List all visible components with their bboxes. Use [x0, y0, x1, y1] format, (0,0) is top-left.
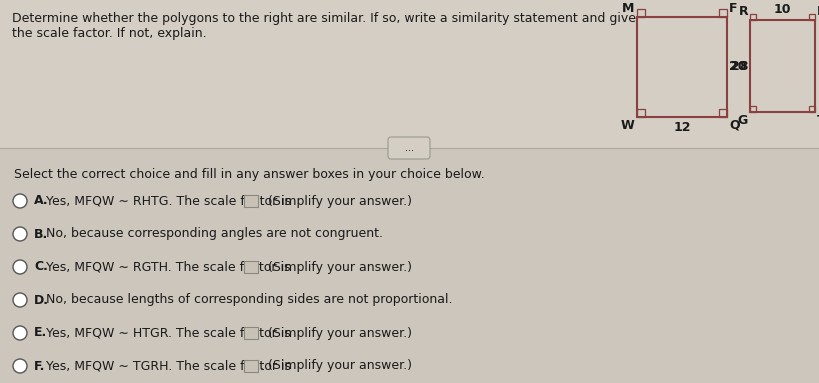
- Bar: [809, 14, 815, 20]
- Circle shape: [13, 260, 27, 274]
- Bar: [0, 0, 819, 148]
- Text: W: W: [620, 119, 634, 132]
- Bar: [750, 20, 815, 112]
- Text: H: H: [817, 5, 819, 18]
- Text: Yes, MFQW ∼ TGRH. The scale factor is: Yes, MFQW ∼ TGRH. The scale factor is: [46, 360, 291, 373]
- Text: . (Simplify your answer.): . (Simplify your answer.): [260, 360, 412, 373]
- Circle shape: [13, 194, 27, 208]
- Text: C.: C.: [34, 260, 48, 273]
- Bar: [719, 109, 727, 117]
- Bar: [244, 327, 258, 339]
- Text: . (Simplify your answer.): . (Simplify your answer.): [260, 260, 412, 273]
- Text: No, because corresponding angles are not congruent.: No, because corresponding angles are not…: [46, 228, 383, 241]
- Text: ...: ...: [405, 143, 414, 153]
- Text: F.: F.: [34, 360, 45, 373]
- Text: 10: 10: [774, 3, 791, 16]
- Text: M: M: [622, 2, 634, 15]
- Text: Select the correct choice and fill in any answer boxes in your choice below.: Select the correct choice and fill in an…: [14, 168, 485, 181]
- Bar: [0, 148, 819, 383]
- Bar: [809, 106, 815, 112]
- Circle shape: [13, 293, 27, 307]
- Bar: [244, 261, 258, 273]
- Text: B.: B.: [34, 228, 48, 241]
- Text: D.: D.: [34, 293, 49, 306]
- Text: No, because lengths of corresponding sides are not proportional.: No, because lengths of corresponding sid…: [46, 293, 453, 306]
- Text: Q: Q: [729, 119, 740, 132]
- Text: Determine whether the polygons to the right are similar. If so, write a similari: Determine whether the polygons to the ri…: [12, 12, 636, 25]
- Text: . (Simplify your answer.): . (Simplify your answer.): [260, 326, 412, 339]
- Bar: [750, 106, 756, 112]
- Bar: [719, 9, 727, 17]
- Text: Yes, MFQW ∼ RHTG. The scale factor is: Yes, MFQW ∼ RHTG. The scale factor is: [46, 195, 292, 208]
- Circle shape: [13, 227, 27, 241]
- Bar: [637, 17, 727, 117]
- Circle shape: [13, 326, 27, 340]
- Text: 20: 20: [728, 59, 746, 72]
- Text: Yes, MFQW ∼ HTGR. The scale factor is: Yes, MFQW ∼ HTGR. The scale factor is: [46, 326, 291, 339]
- Text: 28: 28: [731, 61, 749, 74]
- Bar: [637, 9, 645, 17]
- Text: the scale factor. If not, explain.: the scale factor. If not, explain.: [12, 27, 206, 40]
- Text: T: T: [817, 114, 819, 127]
- Text: R: R: [739, 5, 748, 18]
- Text: F: F: [729, 2, 737, 15]
- Bar: [750, 14, 756, 20]
- Text: . (Simplify your answer.): . (Simplify your answer.): [260, 195, 412, 208]
- Circle shape: [13, 359, 27, 373]
- Text: E.: E.: [34, 326, 48, 339]
- Text: 12: 12: [673, 121, 690, 134]
- Text: Yes, MFQW ∼ RGTH. The scale factor is: Yes, MFQW ∼ RGTH. The scale factor is: [46, 260, 291, 273]
- Text: G: G: [738, 114, 748, 127]
- FancyBboxPatch shape: [388, 137, 430, 159]
- Bar: [244, 360, 258, 372]
- Bar: [244, 195, 258, 207]
- Bar: [637, 109, 645, 117]
- Text: A.: A.: [34, 195, 48, 208]
